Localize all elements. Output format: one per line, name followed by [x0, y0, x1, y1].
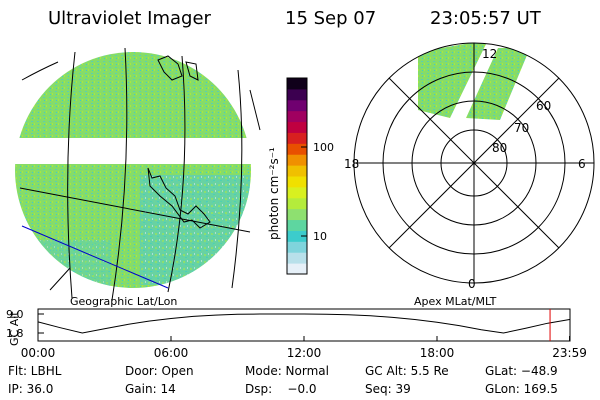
- colorbar-block: [287, 186, 307, 199]
- colorbar-block: [287, 78, 307, 90]
- geographic-image: [10, 47, 261, 301]
- right-panel-caption: Apex MLat/MLT: [414, 295, 497, 308]
- colorbar-block: [287, 263, 307, 275]
- y-tick-label-top: 9.0: [6, 308, 24, 321]
- colorbar-block: [287, 252, 307, 264]
- geographic-grid: [19, 47, 261, 301]
- ip-info: IP: 36.0: [8, 382, 54, 396]
- gain-info: Gain: 14: [125, 382, 176, 396]
- mlt-label-6: 6: [578, 157, 586, 171]
- colorbar-block: [287, 154, 307, 166]
- mode-info: Mode: Normal: [245, 364, 329, 378]
- coastline: [147, 55, 211, 229]
- gc-alt-info: GC Alt: 5.5 Re: [365, 364, 449, 378]
- seq-info: Seq: 39: [365, 382, 411, 396]
- colorbar: 100 10 photon cm⁻²s⁻¹: [267, 77, 334, 275]
- altitude-series-line: [37, 313, 570, 334]
- mlat-label-60: 60: [536, 99, 551, 113]
- x-tick-label: 00:00: [21, 346, 56, 360]
- mlt-label-18: 18: [344, 157, 359, 171]
- colorbar-tick-100: 100: [313, 141, 334, 154]
- colorbar-tick-10: 10: [313, 230, 327, 243]
- x-tick-label: 12:00: [287, 346, 322, 360]
- polar-image: [418, 43, 530, 120]
- mlat-label-70: 70: [514, 121, 529, 135]
- colorbar-block: [287, 197, 307, 210]
- dsp-info: Dsp: −0.0: [245, 382, 317, 396]
- time-label: 23:05:57 UT: [430, 8, 541, 29]
- colorbar-block: [287, 230, 307, 242]
- mlat-label-80: 80: [492, 141, 507, 155]
- x-tick-label: 06:00: [154, 346, 189, 360]
- colorbar-block: [287, 241, 307, 253]
- altitude-chart-ylabel: GC Alt: [8, 311, 21, 346]
- polar-grid: [353, 42, 595, 284]
- date-label: 15 Sep 07: [285, 8, 377, 29]
- colorbar-block: [287, 132, 307, 144]
- y-tick-label-bottom: 1.8: [6, 327, 24, 340]
- door-info: Door: Open: [125, 364, 194, 378]
- colorbar-block: [287, 208, 307, 221]
- colorbar-block: [287, 176, 307, 188]
- mlt-label-0: 0: [468, 277, 476, 291]
- terminator-line: [21, 225, 169, 289]
- image-strip-upper: [15, 52, 251, 138]
- colorbar-unit-label: photon cm⁻²s⁻¹: [267, 147, 281, 240]
- colorbar-block: [287, 165, 307, 177]
- colorbar-block: [287, 99, 307, 112]
- instrument-title: Ultraviolet Imager: [48, 8, 211, 29]
- left-panel-caption: Geographic Lat/Lon: [70, 295, 177, 308]
- altitude-chart: GC Alt 9.0 1.8 00:00 06:00 12:00 18:00 23:59: [6, 308, 587, 360]
- colorbar-block: [287, 219, 307, 231]
- colorbar-block: [287, 110, 307, 123]
- colorbar-block: [287, 88, 307, 101]
- colorbar-block: [287, 121, 307, 133]
- glon-info: GLon: 169.5: [485, 382, 558, 396]
- filter-info: Flt: LBHL: [8, 364, 62, 378]
- mlt-label-12: 12: [482, 47, 497, 61]
- colorbar-block: [287, 143, 307, 155]
- glat-info: GLat: −48.9: [485, 364, 558, 378]
- x-tick-label: 18:00: [420, 346, 455, 360]
- x-tick-label: 23:59: [552, 346, 587, 360]
- polar-plot: 12 18 6 0 60 70 80: [344, 42, 595, 291]
